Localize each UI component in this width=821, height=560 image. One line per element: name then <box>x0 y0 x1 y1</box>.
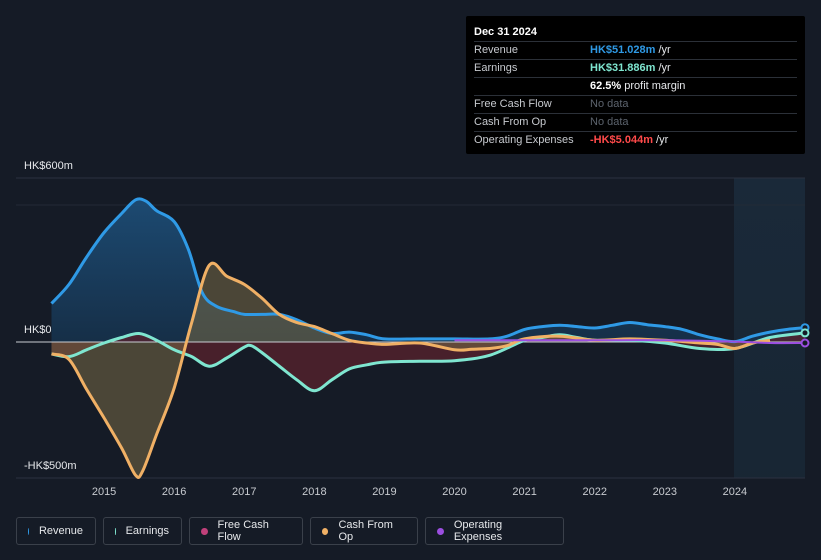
tooltip-value: -HK$5.044m <box>590 134 653 146</box>
tooltip-date: Dec 31 2024 <box>474 26 537 38</box>
tooltip-value: 62.5% <box>590 80 622 92</box>
tooltip-row-free-cash-flow: Free Cash Flow No data <box>474 95 797 113</box>
tooltip-value: HK$51.028m <box>590 44 656 56</box>
tooltip-label: Operating Expenses <box>474 134 574 146</box>
earnings-area <box>51 332 805 391</box>
x-tick-label: 2019 <box>372 486 396 498</box>
tooltip-value: No data <box>590 116 629 128</box>
legend-label: Revenue <box>38 525 83 537</box>
legend-dot-icon <box>28 527 29 535</box>
legend-dot-icon <box>322 527 329 535</box>
tooltip-value: No data <box>590 98 629 110</box>
x-tick-label: 2017 <box>232 486 256 498</box>
cash-from-op-line <box>51 261 771 479</box>
tooltip-label <box>474 78 590 95</box>
legend-label: Operating Expenses <box>453 519 503 543</box>
tooltip-value: HK$31.886m <box>590 62 656 74</box>
legend-label: Earnings <box>125 525 169 537</box>
legend-revenue[interactable]: Revenue <box>16 517 96 545</box>
tooltip-label: Revenue <box>474 44 519 56</box>
tooltip-suffix: profit margin <box>621 80 686 92</box>
x-tick-label: 2024 <box>723 486 747 498</box>
y-label-top: HK$600m <box>24 160 73 172</box>
tooltip-panel: Dec 31 2024 Revenue HK$51.028m /yr Earni… <box>466 16 805 154</box>
tooltip-row-profit-margin: 62.5% profit margin <box>474 77 797 95</box>
x-tick-label: 2020 <box>442 486 466 498</box>
x-tick-label: 2018 <box>302 486 326 498</box>
tooltip-suffix: /yr <box>652 134 669 146</box>
tooltip-suffix: /yr <box>655 44 671 56</box>
legend-earnings[interactable]: Earnings <box>103 517 182 545</box>
cash-from-op-area <box>51 263 770 478</box>
operating-expenses-endpoint <box>800 338 810 348</box>
tooltip-row-cash-from-op: Cash From Op No data <box>474 113 797 131</box>
x-tick-label: 2023 <box>653 486 677 498</box>
revenue-area <box>51 198 805 342</box>
legend-dot-icon <box>437 527 444 535</box>
legend-dot-icon <box>201 527 208 535</box>
x-tick-label: 2015 <box>92 486 116 498</box>
tooltip-row-earnings: Earnings HK$31.886m /yr <box>474 59 797 77</box>
legend-label: Cash From Op <box>338 519 393 543</box>
legend-label: Free Cash Flow <box>217 519 269 543</box>
legend: Revenue Earnings Free Cash Flow Cash Fro… <box>16 517 564 545</box>
legend-free-cash-flow[interactable]: Free Cash Flow <box>189 517 303 545</box>
x-tick-label: 2021 <box>512 486 536 498</box>
operating-expenses-line <box>454 339 806 345</box>
legend-operating-expenses[interactable]: Operating Expenses <box>425 517 564 545</box>
tooltip-label: Earnings <box>474 62 518 74</box>
tooltip-row-revenue: Revenue HK$51.028m /yr <box>474 41 797 59</box>
x-tick-label: 2016 <box>162 486 186 498</box>
tooltip-label: Free Cash Flow <box>474 98 552 110</box>
tooltip-label: Cash From Op <box>474 116 547 128</box>
earnings-endpoint <box>800 328 810 338</box>
revenue-line <box>50 197 806 344</box>
tooltip-row-operating-expenses: Operating Expenses -HK$5.044m /yr <box>474 131 797 149</box>
tooltip-suffix: /yr <box>655 62 671 74</box>
legend-cash-from-op[interactable]: Cash From Op <box>310 517 418 545</box>
y-label-bottom: -HK$500m <box>24 460 77 472</box>
legend-dot-icon <box>115 527 116 535</box>
y-label-zero: HK$0 <box>24 324 52 336</box>
x-tick-label: 2022 <box>582 486 606 498</box>
